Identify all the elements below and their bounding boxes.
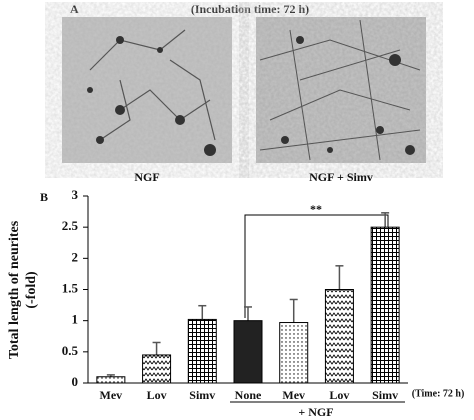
x-tick-label: None (235, 388, 262, 402)
x-tick-label: Mev (100, 388, 123, 402)
bar (233, 320, 263, 384)
micrograph (256, 17, 426, 163)
y-tick-label: 0.5 (62, 343, 79, 358)
bar (142, 354, 172, 384)
significance-bracket (244, 214, 389, 318)
x-tick-label: Mev (282, 388, 305, 402)
x-tick-label: Lov (147, 388, 167, 402)
panel-title: (Incubation time: 72 h) (191, 2, 309, 16)
y-tick-label: 2 (72, 249, 79, 264)
y-axis-title: (-fold) (24, 271, 39, 309)
micrograph (62, 17, 232, 163)
bar (187, 318, 217, 384)
x-tick-label: Simv (372, 388, 398, 402)
y-axis-title: Total length of neurites (7, 220, 22, 359)
y-tick-label: 3 (72, 187, 79, 202)
y-tick-label: 0 (72, 374, 79, 389)
bar (370, 226, 400, 384)
x-tick-label: Simv (189, 388, 215, 402)
image-caption: NGF (134, 170, 159, 184)
bar (279, 322, 309, 384)
bar (324, 289, 354, 384)
y-tick-label: 1 (72, 312, 79, 327)
significance: ** (310, 202, 322, 216)
group-label: + NGF (298, 405, 333, 419)
panel-label: B (40, 190, 48, 204)
y-tick-label: 1.5 (62, 280, 79, 295)
x-tick-label: Lov (329, 388, 349, 402)
image-caption: NGF + Simv (309, 170, 373, 184)
y-tick-label: 2.5 (62, 218, 79, 233)
bar (96, 376, 126, 384)
time-note: (Time: 72 h) (412, 388, 465, 399)
panel-label: A (70, 2, 79, 16)
